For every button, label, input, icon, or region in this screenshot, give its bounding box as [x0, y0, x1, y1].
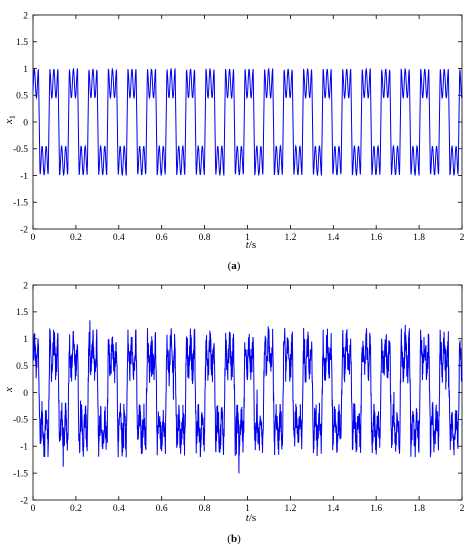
chart-b-xtick-label: 1	[245, 504, 250, 514]
chart-b-x-axis: 0 0.2 0.4 0.6 0.8 1 1.2 1.4 1.6 1.8 2	[31, 285, 465, 514]
chart-b-xtick-label: 1.6	[370, 504, 382, 514]
chart-a: 2 1.5 1 0.5 0 -0.5 -1 -1.5 -2 0 0.2 0.4 0.6 0.8 1 1.2 1…	[3, 11, 465, 272]
chart-b-xtick-label: 0.2	[70, 504, 82, 514]
chart-b-ytick-label: 0.5	[16, 362, 28, 372]
chart-a-ytick-label: -0.5	[13, 145, 28, 155]
chart-b: 2 1.5 1 0.5 0 -0.5 -1 -1.5 -2 0 0.2 0.4 0.6 0.8 1 1.2 1…	[3, 281, 465, 545]
chart-b-series-line	[32, 320, 463, 474]
chart-a-ytick-label: 1	[23, 65, 28, 75]
chart-a-ylabel: x1	[3, 115, 17, 125]
chart-b-ytick-label: -1.5	[13, 469, 28, 479]
chart-a-xlabel: t/s	[246, 239, 256, 251]
chart-a-ytick-label: 2	[23, 11, 28, 21]
chart-a-caption: (a)	[228, 260, 241, 272]
chart-b-ytick-label: -1	[20, 443, 28, 453]
chart-a-xtick-label: 1.6	[370, 233, 382, 243]
chart-a-xtick-label: 2	[460, 233, 465, 243]
chart-b-ytick-label: 1	[23, 335, 28, 345]
chart-a-xtick-label: 0	[31, 233, 36, 243]
chart-a-ytick-label: 0.5	[16, 92, 28, 102]
chart-a-xtick-label: 1.2	[284, 233, 296, 243]
chart-a-xtick-label: 1.4	[327, 233, 339, 243]
chart-a-ytick-label: -1	[20, 172, 28, 182]
chart-a-series-line	[32, 67, 463, 177]
chart-b-xtick-label: 1.8	[413, 504, 425, 514]
chart-b-xtick-label: 0	[31, 504, 36, 514]
chart-b-xtick-label: 0.6	[156, 504, 168, 514]
chart-a-xtick-label: 1	[245, 233, 250, 243]
chart-b-ytick-label: 1.5	[16, 308, 28, 318]
chart-b-xtick-label: 2	[460, 504, 465, 514]
chart-b-xtick-label: 1.4	[327, 504, 339, 514]
chart-b-ytick-label: 0	[23, 389, 28, 399]
chart-a-ytick-label: -2	[20, 225, 28, 235]
chart-b-y-axis: 2 1.5 1 0.5 0 -0.5 -1 -1.5 -2	[13, 281, 462, 506]
chart-b-xtick-label: 0.4	[113, 504, 125, 514]
chart-b-ytick-label: 2	[23, 281, 28, 291]
chart-b-ylabel: x	[3, 387, 15, 393]
chart-b-xtick-label: 0.8	[199, 504, 211, 514]
chart-a-xtick-label: 0.2	[70, 233, 82, 243]
chart-b-caption: (b)	[227, 533, 241, 545]
chart-a-y-axis: 2 1.5 1 0.5 0 -0.5 -1 -1.5 -2	[13, 11, 462, 235]
chart-a-xtick-label: 0.8	[199, 233, 211, 243]
chart-b-ytick-label: -0.5	[13, 416, 28, 426]
chart-a-xtick-label: 0.4	[113, 233, 125, 243]
chart-a-x-axis: 0 0.2 0.4 0.6 0.8 1 1.2 1.4 1.6 1.8 2	[31, 15, 465, 243]
chart-a-ytick-label: 1.5	[16, 38, 28, 48]
chart-a-ytick-label: 0	[23, 118, 28, 128]
chart-a-xtick-label: 1.8	[413, 233, 425, 243]
chart-b-ytick-label: -2	[20, 496, 28, 506]
chart-a-xtick-label: 0.6	[156, 233, 168, 243]
chart-a-ytick-label: -1.5	[13, 199, 28, 209]
chart-b-xlabel: t/s	[246, 512, 256, 524]
chart-b-xtick-label: 1.2	[284, 504, 296, 514]
